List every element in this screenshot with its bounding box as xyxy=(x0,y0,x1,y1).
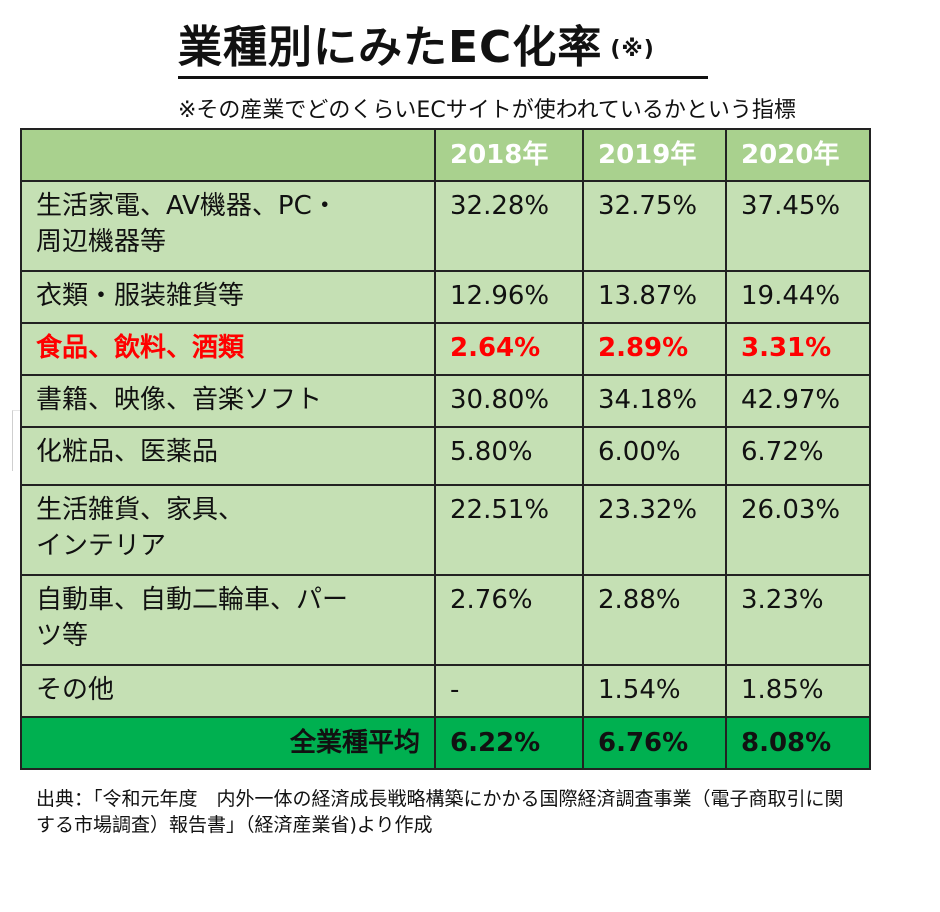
category-cell: 衣類・服装雑貨等 xyxy=(20,270,436,324)
value-cell-2018: 2.64% xyxy=(434,322,584,376)
table-row: 生活雑貨、家具、 インテリア 22.51% 23.32% 26.03% xyxy=(20,484,871,576)
source-citation: 出典：「令和元年度 内外一体の経済成長戦略構築にかかる国際経済調査事業（電子商取… xyxy=(36,788,844,836)
value-cell-2018: 2.76% xyxy=(434,574,584,666)
category-cell: 生活雑貨、家具、 インテリア xyxy=(20,484,436,576)
average-value-2018: 6.22% xyxy=(434,716,584,770)
value-cell-2020: 42.97% xyxy=(725,374,871,428)
value-cell-2018: - xyxy=(434,664,584,718)
average-row: 全業種平均 6.22% 6.76% 8.08% xyxy=(20,716,871,770)
value-cell-2020: 19.44% xyxy=(725,270,871,324)
table-row-highlighted: 食品、飲料、酒類 2.64% 2.89% 3.31% xyxy=(20,322,871,376)
value-cell-2019: 1.54% xyxy=(582,664,727,718)
table-row: 書籍、映像、音楽ソフト 30.80% 34.18% 42.97% xyxy=(20,374,871,428)
ec-rate-table: 2018年 2019年 2020年 生活家電、AV機器、PC・ 周辺機器等 32… xyxy=(20,128,871,770)
value-cell-2020: 1.85% xyxy=(725,664,871,718)
header-cell-category xyxy=(20,128,436,182)
header-cell-2019: 2019年 xyxy=(582,128,727,182)
average-value-2019: 6.76% xyxy=(582,716,727,770)
table-header-row: 2018年 2019年 2020年 xyxy=(20,128,871,182)
table-row: 生活家電、AV機器、PC・ 周辺機器等 32.28% 32.75% 37.45% xyxy=(20,180,871,272)
value-cell-2020: 6.72% xyxy=(725,426,871,486)
table-row: 化粧品、医薬品 5.80% 6.00% 6.72% xyxy=(20,426,871,486)
table-row: その他 - 1.54% 1.85% xyxy=(20,664,871,718)
value-cell-2019: 23.32% xyxy=(582,484,727,576)
value-cell-2019: 34.18% xyxy=(582,374,727,428)
value-cell-2018: 30.80% xyxy=(434,374,584,428)
average-label: 全業種平均 xyxy=(20,716,436,770)
page-title: 業種別にみたEC化率 (※) xyxy=(178,22,708,79)
value-cell-2018: 22.51% xyxy=(434,484,584,576)
title-note-mark: (※) xyxy=(610,37,655,62)
value-cell-2018: 12.96% xyxy=(434,270,584,324)
category-cell: 食品、飲料、酒類 xyxy=(20,322,436,376)
value-cell-2019: 2.89% xyxy=(582,322,727,376)
category-cell: 生活家電、AV機器、PC・ 周辺機器等 xyxy=(20,180,436,272)
category-cell: その他 xyxy=(20,664,436,718)
table-row: 自動車、自動二輪車、パー ツ等 2.76% 2.88% 3.23% xyxy=(20,574,871,666)
value-cell-2020: 26.03% xyxy=(725,484,871,576)
header-cell-2018: 2018年 xyxy=(434,128,584,182)
value-cell-2018: 32.28% xyxy=(434,180,584,272)
value-cell-2018: 5.80% xyxy=(434,426,584,486)
value-cell-2019: 13.87% xyxy=(582,270,727,324)
average-value-2020: 8.08% xyxy=(725,716,871,770)
value-cell-2020: 3.23% xyxy=(725,574,871,666)
category-cell: 自動車、自動二輪車、パー ツ等 xyxy=(20,574,436,666)
value-cell-2020: 3.31% xyxy=(725,322,871,376)
value-cell-2020: 37.45% xyxy=(725,180,871,272)
category-cell: 化粧品、医薬品 xyxy=(20,426,436,486)
title-text: 業種別にみたEC化率 xyxy=(178,22,603,73)
value-cell-2019: 2.88% xyxy=(582,574,727,666)
value-cell-2019: 6.00% xyxy=(582,426,727,486)
table-row: 衣類・服装雑貨等 12.96% 13.87% 19.44% xyxy=(20,270,871,324)
value-cell-2019: 32.75% xyxy=(582,180,727,272)
title-note: ※その産業でどのくらいECサイトが使われているかという指標 xyxy=(178,98,796,123)
header-cell-2020: 2020年 xyxy=(725,128,871,182)
category-cell: 書籍、映像、音楽ソフト xyxy=(20,374,436,428)
